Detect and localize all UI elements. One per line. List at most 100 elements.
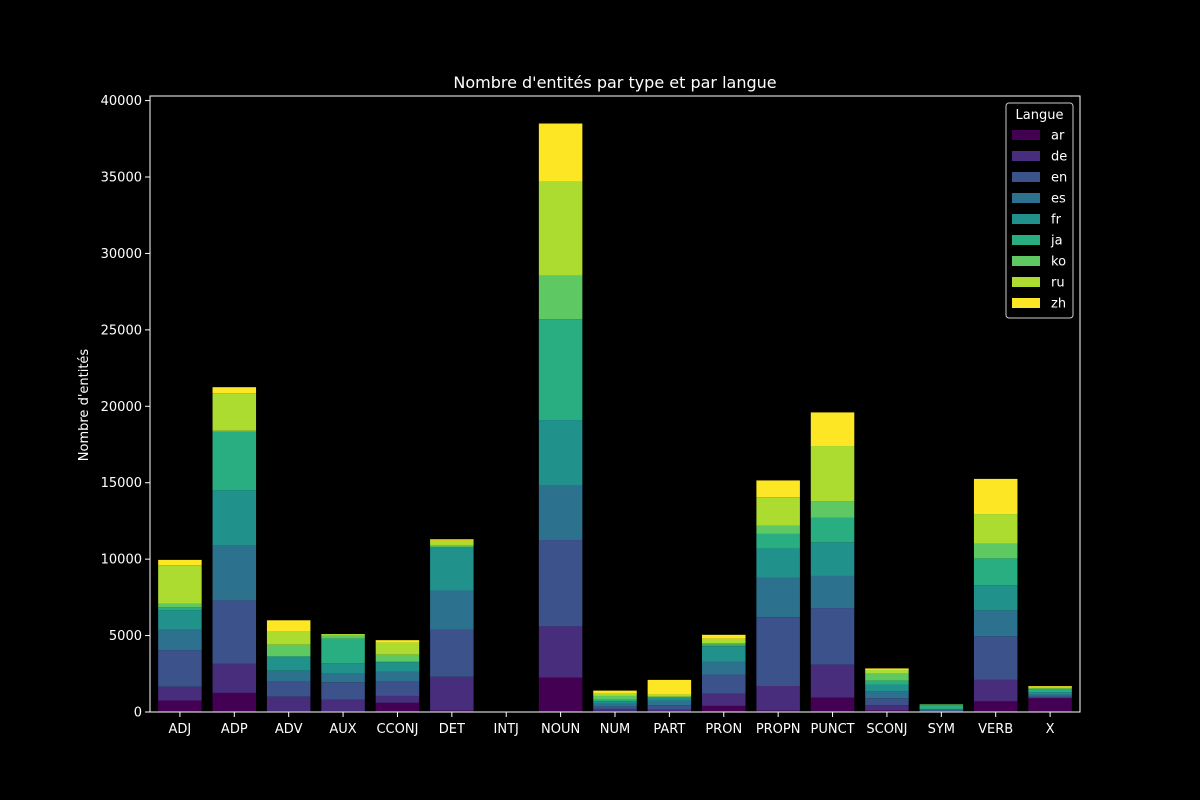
bar-PRON-ru [702, 638, 746, 644]
bar-AUX-ja [321, 638, 365, 664]
bar-SCONJ-es [865, 691, 909, 699]
bar-SYM-fr [919, 708, 964, 710]
bar-CCONJ-fr [375, 662, 420, 672]
bar-SCONJ-zh [865, 668, 909, 670]
bar-NOUN-ru [538, 181, 583, 276]
x-tick-label: AUX [329, 722, 356, 737]
bar-AUX-ru [321, 634, 365, 636]
bar-ADV-ru [266, 631, 311, 645]
bar-SCONJ-ja [865, 680, 909, 685]
bar-PUNCT-ko [810, 501, 855, 518]
bar-NUM-ko [593, 695, 637, 700]
bar-VERB-es [973, 610, 1018, 637]
bar-SCONJ-ko [865, 673, 909, 681]
bar-NUM-ru [593, 693, 637, 696]
bars-group [158, 123, 1072, 712]
y-tick-label: 25000 [101, 323, 142, 338]
bar-PUNCT-es [810, 575, 855, 609]
bar-PRON-fr [702, 646, 746, 662]
bar-X-fr [1028, 692, 1072, 695]
bar-PROPN-ar [756, 710, 800, 712]
bar-X-en [1028, 695, 1072, 698]
x-tick-label: PRON [705, 722, 742, 737]
x-tick-label: CCONJ [376, 722, 418, 737]
x-tick-label: INTJ [494, 722, 519, 737]
bar-PART-fr [647, 697, 692, 701]
bar-ADV-en [266, 681, 311, 697]
bar-DET-zh [430, 539, 474, 541]
bar-PROPN-zh [756, 480, 800, 498]
bar-ADJ-ja [158, 607, 202, 611]
bar-VERB-fr [973, 585, 1018, 611]
bar-X-de [1028, 697, 1072, 699]
y-tick-label: 15000 [101, 476, 142, 491]
bar-X-ja [1028, 689, 1072, 693]
bar-CCONJ-zh [375, 640, 420, 643]
x-tick-label: SYM [928, 722, 955, 737]
bar-PUNCT-ru [810, 446, 855, 502]
bar-NOUN-es [538, 485, 583, 541]
y-tick-label: 40000 [101, 94, 142, 109]
y-tick-label: 10000 [101, 553, 142, 568]
bar-ADJ-zh [158, 559, 202, 566]
bar-SYM-ko [919, 704, 964, 706]
legend-swatch-es [1012, 193, 1040, 203]
bar-ADP-ko [212, 430, 257, 432]
bar-DET-fr [430, 547, 474, 591]
bar-NUM-fr [593, 701, 637, 704]
bar-PART-ja [647, 696, 692, 698]
bar-PRON-ko [702, 643, 746, 645]
y-tick-label: 30000 [101, 247, 142, 262]
bar-PROPN-ja [756, 533, 800, 549]
bar-ADP-ru [212, 393, 257, 431]
bar-AUX-de [321, 699, 365, 712]
bar-ADJ-ko [158, 603, 202, 608]
legend-label-de: de [1051, 150, 1067, 165]
x-tick-label: NOUN [541, 722, 580, 737]
bar-PUNCT-en [810, 608, 855, 665]
bar-PRON-ar [702, 705, 746, 712]
bar-NOUN-en [538, 540, 583, 627]
bar-PUNCT-zh [810, 412, 855, 447]
bar-ADP-zh [212, 387, 257, 394]
bar-DET-de [430, 676, 474, 711]
y-tick-label: 20000 [101, 400, 142, 415]
bar-ADV-zh [266, 620, 311, 632]
y-tick-label: 0 [134, 706, 142, 721]
bar-AUX-es [321, 673, 365, 683]
bar-AUX-ko [321, 635, 365, 639]
bar-X-es [1028, 694, 1072, 696]
bar-ADV-fr [266, 657, 311, 671]
bar-NUM-zh [593, 690, 637, 694]
legend-label-es: es [1051, 192, 1066, 207]
bar-SYM-ja [919, 705, 964, 709]
bar-SYM-en [919, 710, 964, 712]
bar-ADP-ar [212, 692, 257, 712]
bar-PROPN-fr [756, 548, 800, 578]
bar-ADJ-en [158, 650, 202, 687]
bar-SCONJ-de [865, 705, 909, 711]
bar-PART-es [647, 700, 692, 706]
bar-CCONJ-ru [375, 642, 420, 655]
bar-SCONJ-ru [865, 669, 909, 674]
bar-NUM-de [593, 708, 637, 712]
legend-label-ru: ru [1051, 276, 1065, 291]
bar-VERB-ja [973, 558, 1018, 586]
x-tick-label: X [1046, 722, 1055, 737]
bar-DET-en [430, 629, 474, 677]
bar-DET-ar [430, 710, 474, 712]
bar-DET-es [430, 590, 474, 630]
bar-NOUN-ja [538, 319, 583, 421]
x-tick-label: ADJ [169, 722, 192, 737]
bar-ADV-ja [266, 656, 311, 658]
axes-group: 0 5000 10000 15000 20000 25000 30000 35000 40000… [101, 94, 1081, 737]
legend-swatch-ja [1012, 235, 1040, 245]
bar-CCONJ-en [375, 681, 420, 696]
bar-VERB-ru [973, 514, 1018, 544]
bar-SCONJ-en [865, 698, 909, 706]
y-tick-label: 5000 [109, 629, 142, 644]
legend-label-zh: zh [1051, 297, 1066, 312]
y-tick-label: 35000 [101, 171, 142, 186]
chart-title: Nombre d'entités par type et par langue [453, 73, 776, 92]
bar-SYM-es [919, 709, 964, 711]
